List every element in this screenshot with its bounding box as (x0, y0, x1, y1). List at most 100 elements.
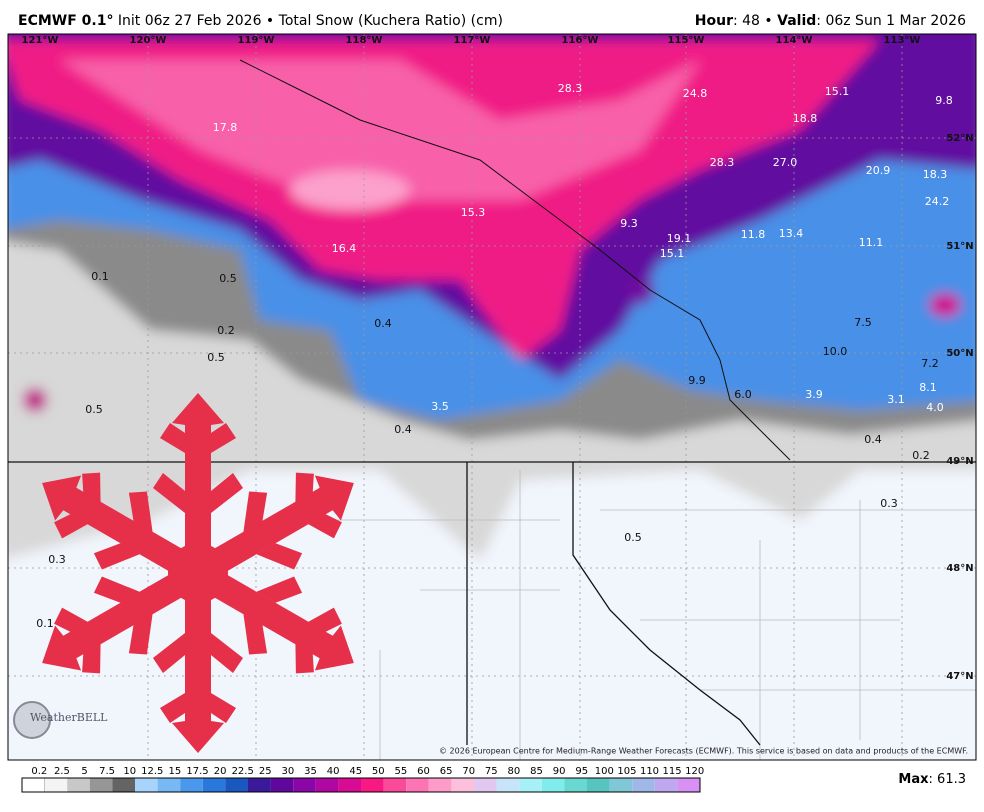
colorbar-tick-label: 0.2 (31, 766, 47, 777)
colorbar-tick-label: 5 (81, 766, 87, 777)
colorbar-segment (270, 778, 294, 792)
snowflake-arm (191, 561, 354, 674)
latitude-label: 50°N (946, 348, 973, 359)
map-frame (7, 33, 977, 761)
snow-value-label: 3.1 (887, 393, 905, 406)
snow-value-label: 0.5 (207, 351, 225, 364)
longitude-label: 118°W (346, 35, 383, 46)
snowflake-arm (153, 573, 243, 753)
latitude-label: 51°N (946, 241, 973, 252)
colorbar-segment (564, 778, 587, 792)
county-lines (330, 470, 976, 760)
colorbar-segment (474, 778, 497, 792)
colorbar-segment (654, 778, 678, 792)
borders (8, 461, 976, 746)
title: ECMWF 0.1° Init 06z 27 Feb 2026 • Total … (18, 13, 503, 29)
snow-value-label: 9.3 (620, 217, 638, 230)
snow-value-label: 27.0 (773, 156, 798, 169)
snow-value-label: 3.9 (805, 388, 823, 401)
colorbar-tick-label: 50 (372, 766, 385, 777)
colorbar-segment (202, 778, 226, 792)
colorbar-tick-label: 40 (327, 766, 340, 777)
snow-value-label: 11.8 (741, 228, 766, 241)
colorbar-segment (67, 778, 90, 792)
colorbar-tick-label: 115 (663, 766, 682, 777)
snow-value-label: 0.3 (48, 553, 66, 566)
snow-value-label: 19.1 (667, 232, 692, 245)
longitude-label: 113°W (884, 35, 921, 46)
colorbar-tick-label: 12.5 (141, 766, 163, 777)
colorbar-tick-label: 110 (640, 766, 659, 777)
logo-text: WeatherBELL (30, 711, 108, 724)
colorbar-tick-label: 120 (685, 766, 704, 777)
colorbar-tick-label: 105 (617, 766, 636, 777)
snowflake-arm (153, 393, 243, 573)
colorbar-segment (315, 778, 339, 792)
snow-value-label: 28.3 (558, 82, 583, 95)
snow-value-label: 0.4 (374, 317, 392, 330)
snow-value-label: 0.4 (394, 423, 412, 436)
snow-value-label: 10.0 (823, 345, 848, 358)
colorbar-tick-label: 95 (575, 766, 588, 777)
logo: WeatherBELL (13, 701, 108, 739)
snow-value-label: 24.8 (683, 87, 708, 100)
colorbar-segment (180, 778, 203, 792)
colorbar-tick-label: 65 (440, 766, 453, 777)
snowflake-arm (42, 561, 205, 674)
copyright: © 2026 European Centre for Medium-Range … (439, 747, 968, 756)
colorbar-segment (112, 778, 135, 792)
colorbar-frame (21, 777, 701, 793)
colorbar-tick-label: 2.5 (54, 766, 70, 777)
latitude-label: 48°N (946, 563, 973, 574)
colorbar-tick-label: 60 (417, 766, 430, 777)
colorbar-tick-label: 22.5 (232, 766, 254, 777)
colorbar-segment (496, 778, 520, 792)
colorbar-tick-label: 75 (485, 766, 498, 777)
colorbar-segment (383, 778, 407, 792)
max-value: Max: 61.3 (898, 772, 966, 787)
snow-value-label: 17.8 (213, 121, 238, 134)
snowflake-core (168, 543, 228, 603)
snowflake-arm (42, 472, 205, 585)
colorbar-tick-label: 90 (553, 766, 566, 777)
colorbar-segment (677, 778, 700, 792)
colorbar-tick-label: 70 (462, 766, 475, 777)
latitude-label: 47°N (946, 671, 973, 682)
snowflake-arm (191, 472, 354, 585)
colorbar-segment (609, 778, 633, 792)
latitude-label: 52°N (946, 133, 973, 144)
colorbar-segment (293, 778, 316, 792)
snow-value-label: 28.3 (710, 156, 735, 169)
colorbar-segment (361, 778, 384, 792)
colorbar-segment (451, 778, 474, 792)
longitude-label: 121°W (22, 35, 59, 46)
snow-value-label: 9.9 (688, 374, 706, 387)
colorbar-segment (135, 778, 158, 792)
latitude-label: 49°N (946, 456, 973, 467)
snow-value-label: 9.8 (935, 94, 953, 107)
snow-value-label: 7.5 (854, 316, 872, 329)
colorbar-tick-label: 17.5 (186, 766, 208, 777)
valid-info: Hour: 48 • Valid: 06z Sun 1 Mar 2026 (695, 13, 966, 29)
snow-field (8, 34, 976, 560)
snow-value-label: 15.1 (825, 85, 850, 98)
longitude-label: 120°W (130, 35, 167, 46)
snow-value-label: 0.2 (912, 449, 930, 462)
colorbar-segment (541, 778, 565, 792)
longitude-label: 115°W (668, 35, 705, 46)
colorbar-segment (587, 778, 610, 792)
snow-value-label: 0.5 (624, 531, 642, 544)
snow-value-label: 20.9 (866, 164, 891, 177)
colorbar-tick-label: 15 (169, 766, 182, 777)
colorbar-segment (632, 778, 655, 792)
snow-value-label: 16.4 (332, 242, 357, 255)
colorbar-tick-label: 10 (123, 766, 136, 777)
colorbar-segment (248, 778, 271, 792)
snow-value-label: 0.5 (85, 403, 103, 416)
snowflake-icon (42, 393, 354, 753)
snow-value-label: 7.2 (921, 357, 939, 370)
snow-value-label: 18.3 (923, 168, 948, 181)
snow-value-label: 15.1 (660, 247, 685, 260)
snow-value-label: 0.2 (217, 324, 235, 337)
snow-value-label: 0.4 (864, 433, 882, 446)
